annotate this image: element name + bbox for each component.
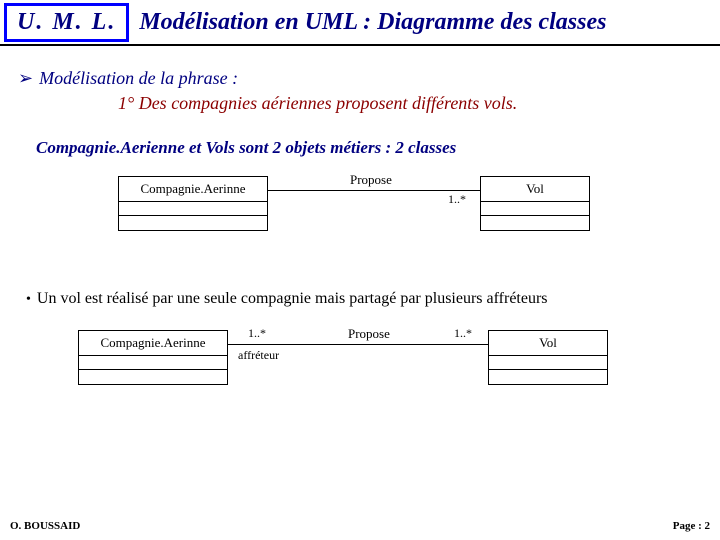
note-text: Un vol est réalisé par une seule compagn… [37, 290, 548, 308]
footer: O. BOUSSAID Page : 2 [10, 520, 710, 532]
class-name: Compagnie.Aerinne [119, 177, 267, 202]
association-label: Propose [348, 326, 390, 342]
class-name: Vol [481, 177, 589, 202]
class-box-vol: Vol [480, 176, 590, 231]
role-label: affréteur [238, 348, 279, 363]
header: U. M. L. Modélisation en UML : Diagramme… [0, 0, 720, 46]
class-name: Vol [489, 331, 607, 356]
logo: U. M. L. [4, 3, 129, 42]
logo-text: U. M. L. [17, 9, 116, 35]
association-line [228, 344, 488, 345]
class-operations [79, 370, 227, 384]
class-diagram-1: Compagnie.Aerinne Propose 1..* Vol [118, 176, 702, 256]
multiplicity-right: 1..* [454, 326, 472, 341]
footer-page: Page : 2 [673, 520, 710, 532]
multiplicity-left: 1..* [248, 326, 266, 341]
class-box-compagnie: Compagnie.Aerinne [118, 176, 268, 231]
intro-sub: 1° Des compagnies aériennes proposent di… [118, 93, 702, 114]
subtitle: Compagnie.Aerienne et Vols sont 2 objets… [36, 138, 702, 158]
class-operations [481, 216, 589, 230]
class-attributes [489, 356, 607, 370]
association-label: Propose [350, 172, 392, 188]
class-attributes [79, 356, 227, 370]
class-operations [119, 216, 267, 230]
multiplicity-right: 1..* [448, 192, 466, 207]
bullet-dot-icon: • [26, 292, 31, 308]
intro-lead: Modélisation de la phrase : [39, 68, 238, 89]
page-title: Modélisation en UML : Diagramme des clas… [139, 9, 606, 36]
class-operations [489, 370, 607, 384]
association-line [268, 190, 480, 191]
class-diagram-2: Compagnie.Aerinne 1..* Propose 1..* affr… [78, 330, 702, 420]
class-box-vol: Vol [488, 330, 608, 385]
body: ➢ Modélisation de la phrase : 1° Des com… [0, 46, 720, 420]
class-box-compagnie: Compagnie.Aerinne [78, 330, 228, 385]
footer-author: O. BOUSSAID [10, 520, 80, 532]
note-line: • Un vol est réalisé par une seule compa… [26, 290, 702, 308]
intro-line: ➢ Modélisation de la phrase : [18, 68, 702, 89]
class-name: Compagnie.Aerinne [79, 331, 227, 356]
bullet-arrow-icon: ➢ [18, 68, 33, 89]
class-attributes [481, 202, 589, 216]
class-attributes [119, 202, 267, 216]
